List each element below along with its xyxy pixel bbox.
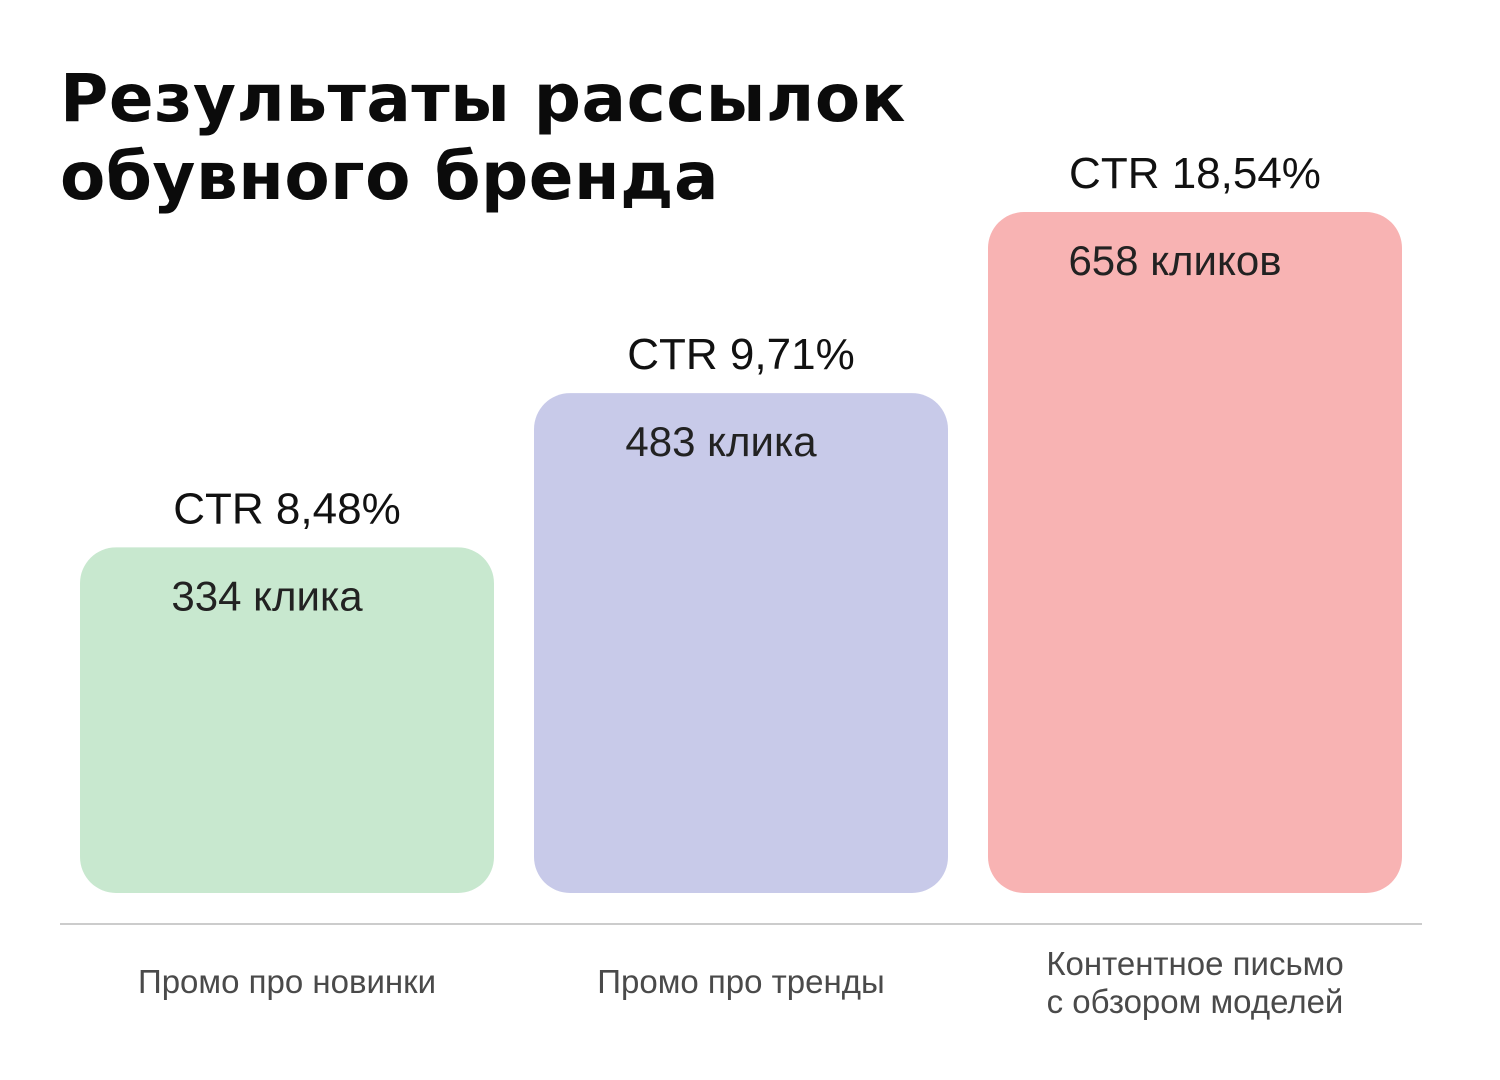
bar-3	[988, 212, 1402, 893]
category-label-1: Промо про новинки	[138, 963, 436, 1000]
category-label-3-line-1: Контентное письмо	[1046, 945, 1343, 982]
chart-title: Результаты рассылок обувного бренда	[60, 60, 1060, 216]
value-label-3: 658 кликов	[1068, 237, 1281, 284]
ctr-label-2: CTR 9,71%	[627, 330, 854, 379]
category-label-2: Промо про тренды	[597, 963, 884, 1000]
chart-title-line-2: обувного бренда	[60, 138, 719, 215]
category-label-3-line-2: с обзором моделей	[1047, 983, 1344, 1020]
ctr-label-3: CTR 18,54%	[1069, 149, 1321, 198]
value-label-2: 483 клика	[625, 418, 817, 465]
value-label-1: 334 клика	[171, 572, 363, 619]
bar-1	[80, 547, 494, 893]
chart-title-line-1: Результаты рассылок	[60, 60, 906, 137]
bar-2	[534, 393, 948, 893]
ctr-label-1: CTR 8,48%	[173, 484, 400, 533]
